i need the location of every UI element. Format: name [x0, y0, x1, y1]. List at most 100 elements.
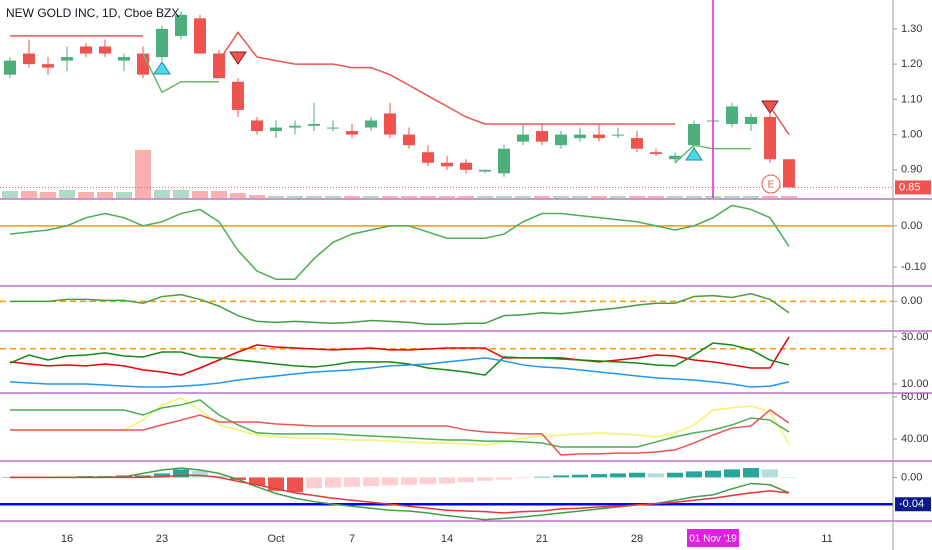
histogram-bar — [705, 470, 721, 478]
histogram-bar — [629, 472, 645, 478]
indicator-line — [9, 204, 790, 281]
volume-bar — [116, 192, 132, 198]
volume-bar — [325, 196, 341, 198]
volume-bar — [477, 196, 493, 198]
histogram-bar — [648, 473, 664, 478]
volume-bar — [154, 190, 170, 198]
indicator-line — [9, 342, 790, 376]
buy-arrow — [685, 147, 703, 161]
candle-body — [365, 120, 377, 128]
volume-bar — [2, 191, 18, 198]
candle-body — [422, 152, 434, 163]
y-tick-label: 0.00 — [901, 295, 922, 307]
sell-arrow — [229, 51, 247, 65]
indicator-line — [9, 336, 790, 376]
candle-body — [346, 131, 358, 135]
y-tick-label: 30.00 — [901, 331, 929, 343]
histogram-bar — [553, 475, 569, 478]
candle-body — [726, 106, 738, 125]
volume-bar — [97, 192, 113, 198]
earnings-label: E — [768, 180, 775, 191]
stop-line — [10, 31, 790, 136]
y-tick-label: 0.90 — [901, 164, 922, 176]
volume-bar — [173, 190, 189, 198]
last-price-label: 0.85 — [899, 181, 920, 193]
candle-body — [669, 155, 681, 160]
candle-body — [175, 14, 187, 36]
crosshair-date-box — [687, 529, 739, 547]
histogram-bar — [173, 469, 189, 478]
volume-bar — [249, 195, 265, 198]
candle-body — [80, 46, 92, 54]
indicator-line — [10, 409, 790, 456]
histogram-bar — [762, 469, 778, 478]
candle-body — [517, 134, 529, 142]
y-tick-label: 0.00 — [901, 220, 922, 232]
candle-body — [574, 134, 586, 139]
volume-bar — [401, 196, 417, 198]
candle-body — [631, 138, 643, 149]
histogram-bar — [686, 471, 702, 478]
volume-bar — [762, 196, 778, 198]
histogram-bar — [192, 470, 208, 478]
histogram-bar — [287, 477, 303, 493]
volume-bar — [21, 191, 37, 198]
x-tick-label: Oct — [267, 533, 284, 545]
histogram-bar — [401, 477, 417, 485]
histogram-bar — [515, 477, 531, 479]
histogram-bar — [743, 468, 759, 478]
indicator-line — [9, 357, 790, 388]
chart-title: NEW GOLD INC, 1D, Cboe BZX — [6, 6, 179, 20]
y-tick-label: 1.10 — [901, 93, 922, 105]
candle-body — [764, 116, 776, 160]
candle-body — [384, 113, 396, 135]
volume-bar — [648, 196, 664, 198]
y-tick-label: -0.10 — [901, 261, 926, 273]
histogram-bar — [439, 477, 455, 484]
volume-bar — [591, 196, 607, 198]
y-tick-label: 1.30 — [901, 23, 922, 35]
candle-body — [498, 148, 510, 174]
level-label-box — [895, 497, 931, 512]
x-tick-label: 23 — [156, 533, 168, 545]
x-tick-label: 16 — [61, 533, 73, 545]
x-tick-label: 01 Nov '19 — [689, 534, 737, 545]
indicator-line — [10, 397, 790, 446]
y-tick-label: 10.00 — [901, 378, 929, 390]
volume-bar — [610, 196, 626, 198]
volume-bar — [344, 196, 360, 198]
candle-body — [783, 159, 795, 188]
histogram-bar — [458, 477, 474, 483]
histogram-bar — [724, 469, 740, 478]
x-tick-label: 11 — [821, 533, 832, 545]
histogram-bar — [477, 477, 493, 481]
candle-body — [270, 127, 282, 132]
volume-bar — [724, 196, 740, 198]
volume-bar — [135, 150, 151, 198]
histogram-bar — [610, 473, 626, 478]
volume-bar — [743, 196, 759, 198]
candle-body — [612, 134, 624, 136]
y-tick-label: 60.00 — [901, 391, 929, 403]
candle-body — [688, 124, 700, 146]
volume-bar — [515, 196, 531, 198]
volume-bar — [420, 196, 436, 198]
candle-body — [4, 60, 16, 75]
earnings-marker — [761, 174, 781, 194]
x-tick-label: 14 — [441, 533, 453, 545]
volume-bar — [78, 192, 94, 198]
candle-body — [555, 134, 567, 146]
histogram-bar — [667, 472, 683, 478]
candle-body — [118, 57, 130, 61]
candle-body — [213, 53, 225, 79]
x-tick-label: 21 — [536, 533, 548, 545]
histogram-bar — [325, 477, 341, 488]
histogram-bar — [249, 477, 265, 486]
candle-body — [251, 120, 263, 132]
volume-bar — [40, 192, 56, 198]
volume-bar — [59, 190, 75, 198]
level-label: -0.04 — [899, 498, 924, 510]
candle-body — [650, 152, 662, 154]
